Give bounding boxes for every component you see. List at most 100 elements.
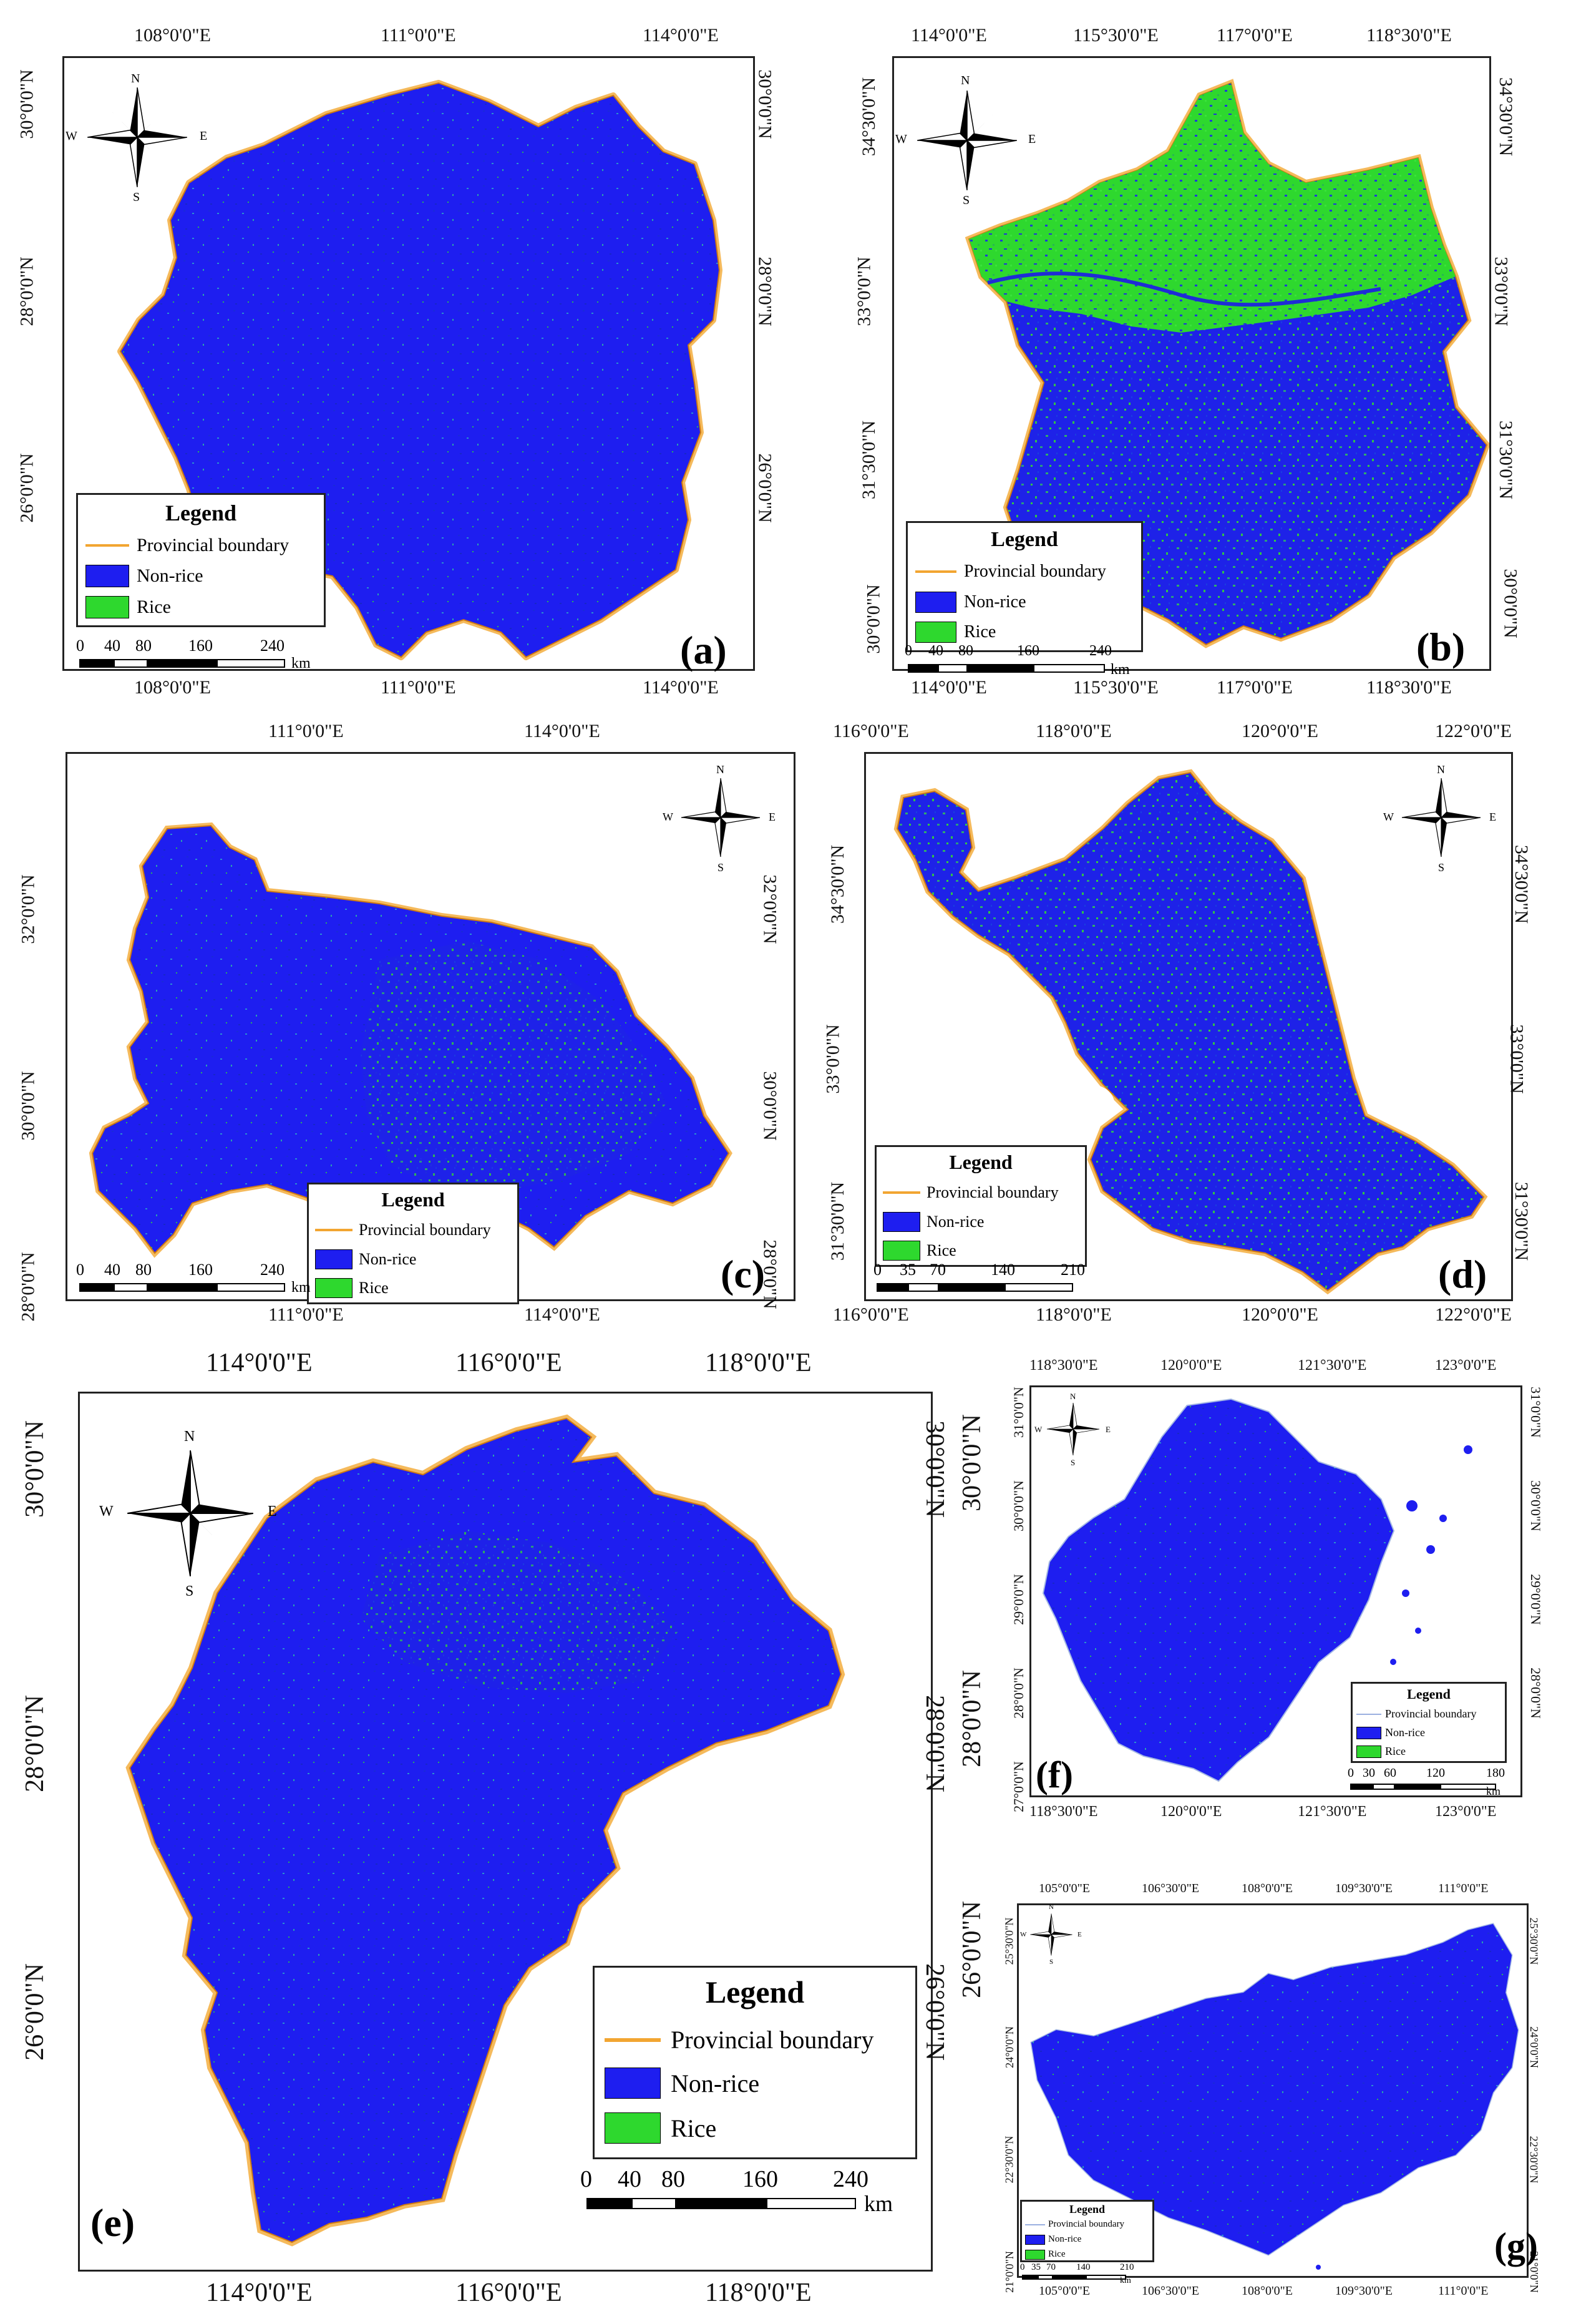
right-tick: 25°30'0"N	[1527, 1917, 1540, 1965]
legend-nonrice: Non-rice	[671, 2069, 760, 2097]
legend-title: Legend	[705, 1975, 805, 2009]
right-tick: 31°30'0"N	[1496, 420, 1517, 500]
bottom-tick: 105°0'0"E	[1039, 2284, 1090, 2298]
legend-title: Legend	[165, 500, 236, 525]
province-jiangsu	[893, 769, 1488, 1295]
compass-n: N	[961, 74, 970, 87]
compass-s: S	[1438, 861, 1445, 874]
compass-n: N	[1437, 763, 1445, 776]
right-tick: 31°30'0"N	[1511, 1181, 1532, 1261]
right-tick: 29°0'0"N	[1527, 1574, 1544, 1625]
left-tick: 33°0'0"N	[822, 1024, 844, 1094]
left-tick: 28°0'0"N	[20, 1695, 49, 1792]
compass-s: S	[185, 1583, 194, 1599]
right-tick: 30°0'0"N	[1500, 569, 1521, 638]
province-guangxi	[1030, 1923, 1519, 2270]
left-tick: 22°30'0"N	[1003, 2136, 1016, 2184]
north-arrow-compass: N S E W	[895, 74, 1036, 207]
top-tick: 114°0'0"E	[643, 25, 719, 46]
left-tick: 31°30'0"N	[858, 420, 880, 500]
legend-nonrice: Non-rice	[1048, 2234, 1082, 2244]
scale-label: 0	[76, 1261, 84, 1279]
map-panel-g: N S E W 105°0'0"E 106°30'0"E 108°0'0"E 1…	[958, 1866, 1560, 2315]
compass-e: E	[1489, 811, 1496, 823]
right-tick: 28°0'0"N	[1527, 1667, 1544, 1719]
scale-label: 160	[1017, 643, 1039, 659]
legend-title: Legend	[381, 1188, 445, 1211]
panel-label-e: (e)	[90, 2200, 135, 2245]
left-tick: 31°0'0"N	[1010, 1387, 1026, 1438]
left-tick: 26°0'0"N	[20, 1963, 49, 2061]
scale-label: 0	[1020, 2262, 1025, 2272]
north-arrow-compass: N S E W	[663, 763, 776, 874]
legend-boundary: Provincial boundary	[671, 2026, 874, 2054]
scale-label: 240	[260, 1261, 285, 1279]
top-tick: 108°0'0"E	[134, 25, 211, 46]
compass-e: E	[769, 811, 776, 823]
province-anhui	[965, 79, 1489, 648]
panel-label-b: (b)	[1416, 625, 1466, 669]
left-tick: 30°0'0"N	[20, 1420, 49, 1518]
compass-e: E	[200, 129, 208, 143]
bottom-tick: 111°0'0"E	[381, 677, 456, 698]
map-frame-e	[78, 1392, 933, 2272]
bottom-tick: 122°0'0"E	[1435, 1304, 1512, 1325]
right-tick: 28°0'0"N	[754, 256, 776, 326]
right-tick: 26°0'0"N	[920, 1963, 949, 2061]
top-tick: 118°30'0"E	[1029, 1357, 1098, 1374]
scale-label: 70	[930, 1261, 946, 1279]
scale-bar-a: 0 40 80 160 240 km	[76, 637, 338, 674]
bottom-tick: 120°0'0"E	[1242, 1304, 1318, 1325]
legend-rice: Rice	[137, 597, 171, 617]
scale-label: 0	[1348, 1766, 1354, 1780]
right-tick: 30°0'0"N	[920, 1420, 949, 1518]
scale-label: 140	[1076, 2262, 1091, 2272]
scale-unit: km	[291, 655, 311, 671]
compass-s: S	[1049, 1958, 1054, 1966]
legend-title: Legend	[1407, 1686, 1451, 1702]
top-tick: 117°0'0"E	[1217, 25, 1293, 46]
left-tick: 30°0'0"N	[17, 1071, 39, 1141]
legend-c: Legend Provincial boundary Non-rice Rice	[307, 1183, 519, 1304]
scale-label: 60	[1384, 1766, 1396, 1780]
legend-rice: Rice	[359, 1279, 389, 1297]
legend-e: Legend Provincial boundary Non-rice Rice	[593, 1966, 917, 2159]
bottom-tick: 109°30'0"E	[1335, 2284, 1393, 2298]
top-tick: 111°0'0"E	[1438, 1882, 1489, 1895]
bottom-tick: 118°0'0"E	[1036, 1304, 1112, 1325]
top-tick: 116°0'0"E	[833, 721, 909, 741]
compass-n: N	[131, 72, 140, 85]
right-tick: 33°0'0"N	[1491, 256, 1512, 326]
legend-g: Legend Provincial boundary Non-rice Rice	[1020, 2200, 1154, 2262]
legend-nonrice: Non-rice	[927, 1213, 985, 1231]
compass-s: S	[1071, 1458, 1076, 1467]
left-tick: 32°0'0"N	[17, 874, 39, 944]
bottom-tick: 114°0'0"E	[911, 677, 987, 698]
north-arrow-compass: N S E W	[1034, 1392, 1111, 1467]
scale-bar-d: 0 35 70 140 210	[873, 1261, 1136, 1298]
compass-s: S	[133, 190, 140, 204]
top-tick: 114°0'0"E	[524, 721, 600, 741]
scale-unit: km	[1486, 1785, 1501, 1797]
scale-label: 210	[1061, 1261, 1085, 1279]
map-frame-c	[66, 752, 795, 1301]
right-tick: 34°30'0"N	[1496, 77, 1517, 157]
scale-label: 160	[742, 2166, 778, 2192]
top-tick: 106°30'0"E	[1142, 1882, 1199, 1895]
legend-rice: Rice	[1048, 2249, 1066, 2259]
legend-a: Legend Provincial boundary Non-rice Rice	[76, 493, 326, 627]
legend-nonrice: Non-rice	[1385, 1726, 1425, 1739]
left-tick: 30°0'0"N	[863, 584, 884, 654]
bottom-tick: 111°0'0"E	[268, 1304, 344, 1325]
top-tick: 114°0'0"E	[911, 25, 987, 46]
province-hubei	[89, 822, 732, 1258]
bottom-tick: 111°0'0"E	[1438, 2284, 1489, 2298]
left-tick: 25°30'0"N	[1003, 1917, 1016, 1965]
top-tick: 105°0'0"E	[1039, 1882, 1090, 1895]
scale-label: 180	[1486, 1766, 1505, 1780]
scale-label: 40	[618, 2166, 641, 2192]
right-tick: 22°30'0"N	[1527, 2136, 1540, 2184]
bottom-tick: 116°0'0"E	[455, 2278, 562, 2307]
scale-label: 160	[188, 637, 213, 655]
right-tick: 31°0'0"N	[1527, 1387, 1544, 1438]
